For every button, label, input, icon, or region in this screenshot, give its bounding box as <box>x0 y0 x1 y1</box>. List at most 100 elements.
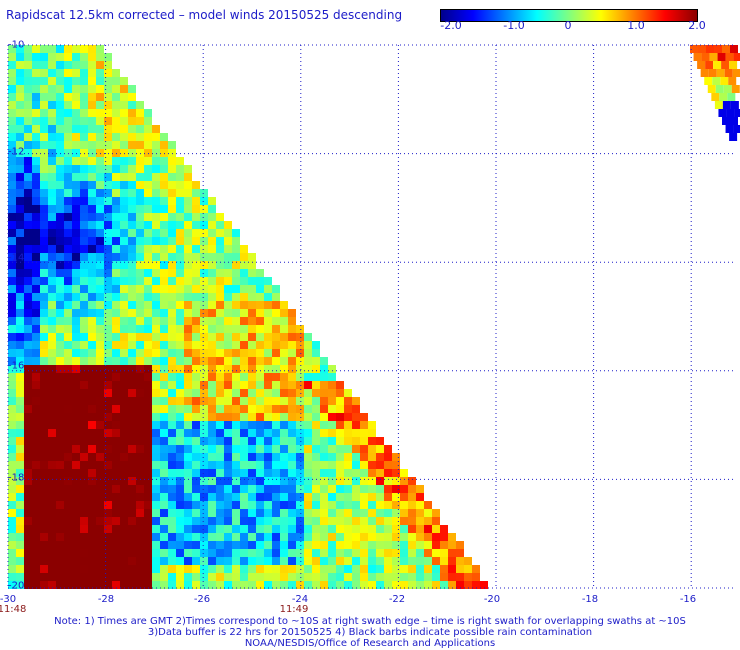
swath-cell <box>272 565 280 573</box>
swath-cell <box>176 437 184 445</box>
swath-cell <box>136 221 144 229</box>
swath-cell <box>120 525 128 533</box>
swath-cell <box>32 101 40 109</box>
swath-cell <box>104 157 112 165</box>
swath-cell <box>96 461 104 469</box>
swath-cell <box>184 229 192 237</box>
swath-cell <box>8 565 16 573</box>
swath-cell <box>288 381 296 389</box>
swath-cell <box>32 333 40 341</box>
swath-cell <box>240 453 248 461</box>
swath-cell <box>232 437 240 445</box>
swath-cell <box>104 325 112 333</box>
swath-cell <box>104 197 112 205</box>
swath-cell <box>296 517 304 525</box>
swath-cell <box>184 389 192 397</box>
swath-cell <box>120 237 128 245</box>
swath-cell <box>72 205 80 213</box>
swath-cell <box>288 325 296 333</box>
swath-cell <box>264 413 272 421</box>
swath-cell <box>8 53 16 61</box>
swath-cell <box>152 445 160 453</box>
swath-cell <box>288 389 296 397</box>
swath-cell <box>232 517 240 525</box>
swath-cell <box>152 333 160 341</box>
swath-cell <box>304 365 312 373</box>
swath-cell <box>216 213 224 221</box>
swath-cell <box>88 501 96 509</box>
swath-cell <box>264 533 272 541</box>
swath-cell <box>304 541 312 549</box>
swath-cell <box>208 205 216 213</box>
swath-cell <box>192 485 200 493</box>
swath-cell <box>208 213 216 221</box>
swath-cell <box>48 349 56 357</box>
swath-cell <box>400 477 408 485</box>
swath-cell <box>16 285 24 293</box>
swath-cell <box>256 557 264 565</box>
swath-cell <box>216 389 224 397</box>
swath-cell <box>56 165 64 173</box>
swath-cell <box>208 277 216 285</box>
swath-cell <box>360 469 368 477</box>
swath-cell <box>56 461 64 469</box>
swath-cell <box>56 277 64 285</box>
swath-cell <box>32 357 40 365</box>
swath-cell <box>408 533 416 541</box>
swath-cell <box>32 197 40 205</box>
swath-cell <box>112 173 120 181</box>
swath-cell <box>424 565 432 573</box>
swath-cell <box>104 485 112 493</box>
swath-cell <box>160 509 168 517</box>
swath-cell <box>718 109 727 117</box>
swath-cell <box>152 149 160 157</box>
swath-cell <box>80 165 88 173</box>
swath-cell <box>56 341 64 349</box>
swath-cell <box>352 445 360 453</box>
swath-cell <box>384 493 392 501</box>
swath-cell <box>376 501 384 509</box>
swath-cell <box>56 373 64 381</box>
swath-cell <box>96 101 104 109</box>
swath-cell <box>96 253 104 261</box>
swath-cell <box>408 493 416 501</box>
swath-cell <box>112 565 120 573</box>
swath-cell <box>152 349 160 357</box>
swath-cell <box>216 357 224 365</box>
swath-cell <box>144 221 152 229</box>
swath-cell <box>208 293 216 301</box>
swath-cell <box>384 573 392 581</box>
swath-cell <box>200 293 208 301</box>
swath-cell <box>64 517 72 525</box>
swath-cell <box>192 541 200 549</box>
swath-cell <box>160 365 168 373</box>
swath-cell <box>320 381 328 389</box>
swath-cell <box>136 141 144 149</box>
swath-cell <box>128 237 136 245</box>
swath-cell <box>136 493 144 501</box>
swath-cell <box>344 429 352 437</box>
swath-cell <box>168 533 176 541</box>
swath-cell <box>16 573 24 581</box>
swath-cell <box>248 317 256 325</box>
swath-cell <box>296 469 304 477</box>
swath-cell <box>352 549 360 557</box>
swath-cell <box>88 365 96 373</box>
swath-cell <box>168 365 176 373</box>
swath-cell <box>136 421 144 429</box>
swath-cell <box>160 309 168 317</box>
swath-cell <box>192 261 200 269</box>
swath-cell <box>16 157 24 165</box>
swath-cell <box>104 421 112 429</box>
swath-cell <box>16 525 24 533</box>
swath-cell <box>224 285 232 293</box>
swath-cell <box>72 437 80 445</box>
swath-cell <box>192 189 200 197</box>
swath-cell <box>64 429 72 437</box>
swath-cell <box>104 477 112 485</box>
swath-cell <box>40 413 48 421</box>
swath-cell <box>424 509 432 517</box>
swath-cell <box>248 445 256 453</box>
swath-cell <box>96 157 104 165</box>
swath-cell <box>128 317 136 325</box>
